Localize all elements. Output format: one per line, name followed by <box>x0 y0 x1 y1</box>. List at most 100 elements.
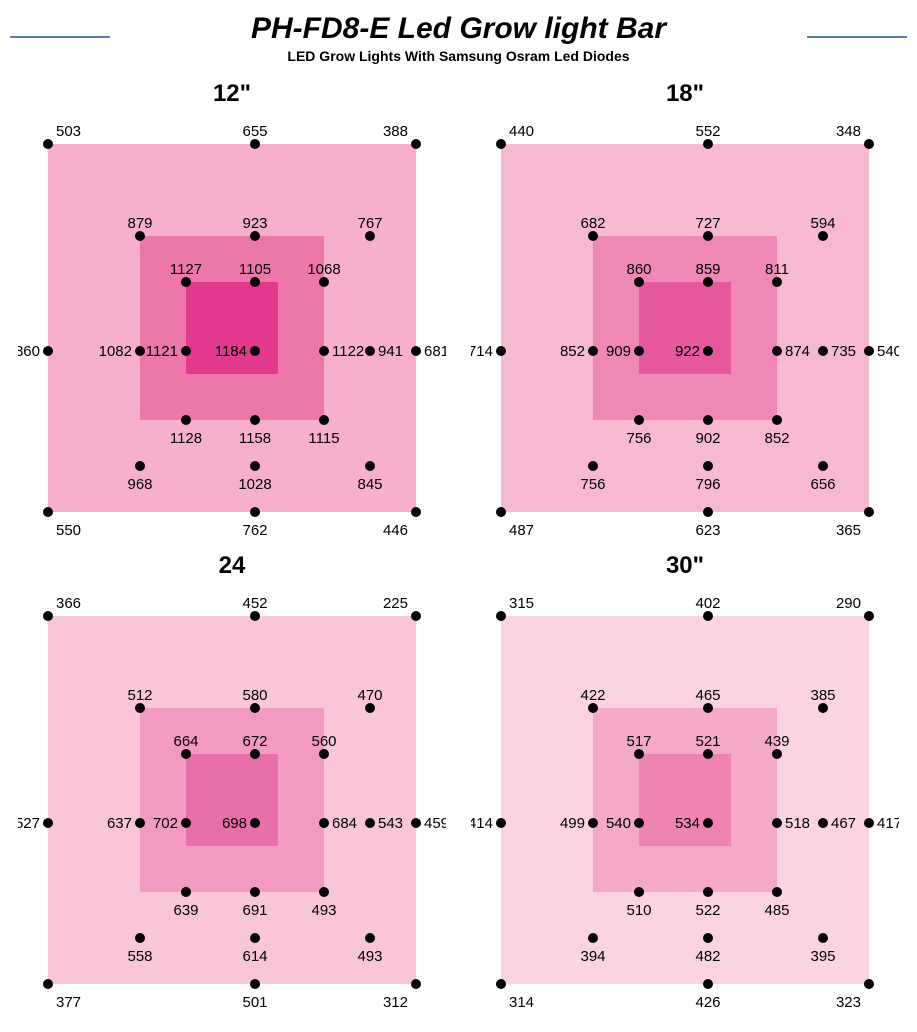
chart-title: 18" <box>471 80 899 108</box>
ppfd-chart-2: 2436645222551258047066467256052763770269… <box>18 552 446 1014</box>
data-point-label: 767 <box>357 215 382 232</box>
data-point-label: 540 <box>606 815 631 832</box>
data-point <box>864 139 874 149</box>
data-point <box>411 818 421 828</box>
data-point-label: 860 <box>18 343 40 360</box>
data-point-label: 580 <box>242 687 267 704</box>
rule-right <box>807 36 907 38</box>
data-point <box>135 933 145 943</box>
data-point-label: 1128 <box>170 430 202 447</box>
chart-title: 12" <box>18 80 446 108</box>
data-point <box>588 231 598 241</box>
data-point-label: 426 <box>695 994 720 1011</box>
data-point <box>634 346 644 356</box>
data-point-label: 664 <box>173 733 198 750</box>
data-point <box>634 415 644 425</box>
data-point-label: 852 <box>764 430 789 447</box>
data-point <box>703 818 713 828</box>
data-point-label: 681 <box>424 343 446 360</box>
data-point <box>496 979 506 989</box>
data-point-label: 323 <box>836 994 861 1011</box>
data-point <box>250 346 260 356</box>
data-point <box>411 979 421 989</box>
data-point-label: 522 <box>695 902 720 919</box>
data-point <box>43 818 53 828</box>
data-point <box>250 749 260 759</box>
data-point-label: 879 <box>127 215 152 232</box>
data-point-label: 482 <box>695 948 720 965</box>
data-point-label: 377 <box>56 994 81 1011</box>
data-point-label: 735 <box>831 343 856 360</box>
data-point <box>181 818 191 828</box>
data-point-label: 714 <box>471 343 493 360</box>
data-point <box>864 979 874 989</box>
data-point-label: 594 <box>810 215 835 232</box>
data-point-label: 314 <box>509 994 534 1011</box>
data-point-label: 534 <box>675 815 700 832</box>
data-point-label: 727 <box>695 215 720 232</box>
data-point-label: 225 <box>383 595 408 612</box>
intensity-square-2 <box>186 754 278 846</box>
page-subtitle: LED Grow Lights With Samsung Osram Led D… <box>0 48 917 64</box>
data-point <box>818 703 828 713</box>
data-point-label: 1184 <box>215 343 247 360</box>
data-point <box>703 346 713 356</box>
data-point <box>181 277 191 287</box>
data-point-label: 493 <box>357 948 382 965</box>
data-point-label: 439 <box>764 733 789 750</box>
data-point <box>864 346 874 356</box>
data-point <box>411 611 421 621</box>
data-point-label: 414 <box>471 815 493 832</box>
data-point <box>703 277 713 287</box>
data-point-label: 1068 <box>307 261 340 278</box>
data-point-label: 1127 <box>170 261 202 278</box>
data-point-label: 485 <box>764 902 789 919</box>
data-point <box>135 346 145 356</box>
data-point <box>818 933 828 943</box>
data-point <box>411 507 421 517</box>
data-point <box>365 231 375 241</box>
data-point <box>634 749 644 759</box>
data-point-label: 422 <box>580 687 605 704</box>
data-point-label: 315 <box>509 595 534 612</box>
data-point <box>703 933 713 943</box>
data-point <box>135 818 145 828</box>
data-point <box>496 611 506 621</box>
data-point <box>319 346 329 356</box>
data-point <box>772 277 782 287</box>
data-point-label: 922 <box>675 343 700 360</box>
data-point <box>588 461 598 471</box>
data-point-label: 672 <box>242 733 267 750</box>
data-point-label: 623 <box>695 522 720 539</box>
data-point <box>319 887 329 897</box>
data-point-label: 852 <box>560 343 585 360</box>
data-point <box>319 818 329 828</box>
data-point <box>634 887 644 897</box>
data-point-label: 909 <box>606 343 631 360</box>
data-point-label: 385 <box>810 687 835 704</box>
data-point-label: 518 <box>785 815 810 832</box>
data-point <box>864 818 874 828</box>
data-point-label: 1115 <box>308 430 339 447</box>
data-point <box>411 139 421 149</box>
data-point <box>250 231 260 241</box>
data-point-label: 470 <box>357 687 382 704</box>
data-point <box>135 703 145 713</box>
data-point-label: 698 <box>222 815 247 832</box>
data-point <box>319 277 329 287</box>
ppfd-chart-0: 12"5036553888799237671127110510688601082… <box>18 80 446 542</box>
data-point-label: 941 <box>378 343 403 360</box>
data-point-label: 543 <box>378 815 403 832</box>
data-point-label: 452 <box>242 595 267 612</box>
data-point-label: 499 <box>560 815 585 832</box>
data-point-label: 312 <box>383 994 408 1011</box>
data-point-label: 550 <box>56 522 81 539</box>
data-point <box>634 277 644 287</box>
data-point <box>365 818 375 828</box>
data-point-label: 402 <box>695 595 720 612</box>
data-point-label: 1122 <box>332 343 364 360</box>
data-point-label: 1105 <box>239 261 271 278</box>
data-point <box>496 139 506 149</box>
data-point-label: 1028 <box>238 476 271 493</box>
data-point-label: 560 <box>311 733 336 750</box>
